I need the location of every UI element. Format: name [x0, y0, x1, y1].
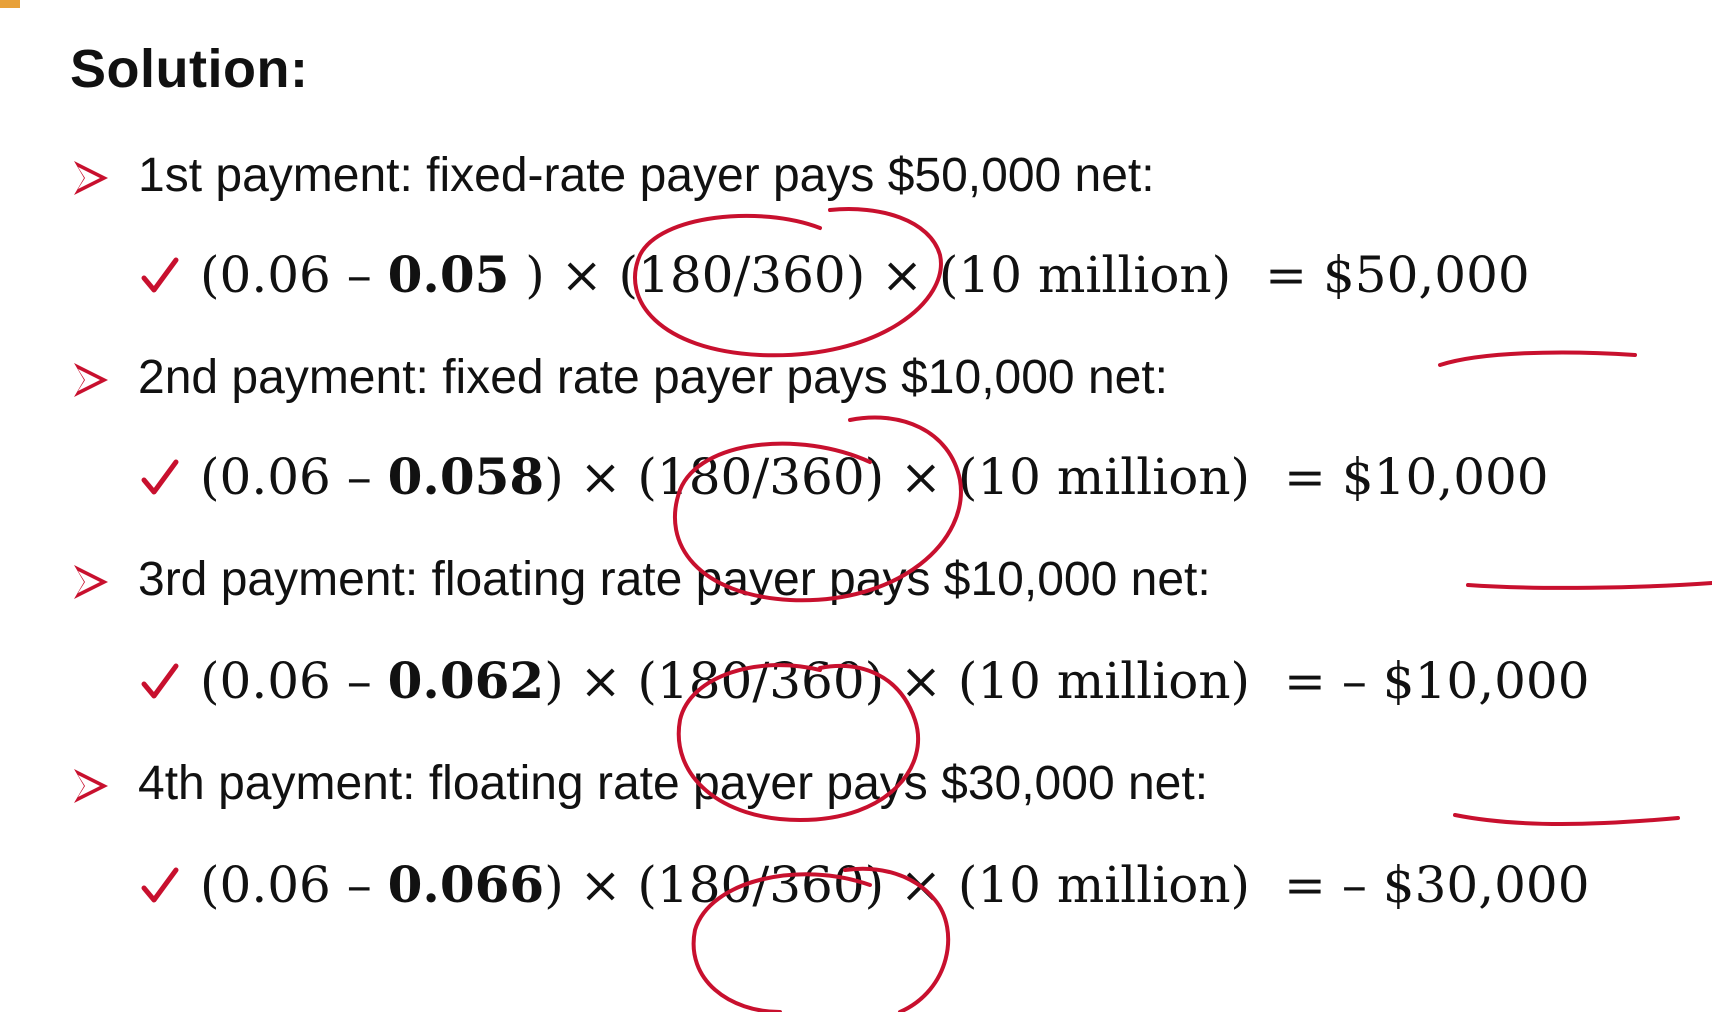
payment-2-heading: 2nd payment: fixed rate payer pays $10,0… — [138, 351, 1169, 404]
solution-title: Solution: — [70, 39, 309, 99]
formula-day-count: (180/360) — [637, 448, 885, 506]
formula-open: (0.06 – — [200, 652, 388, 710]
formula-day-count: (180/360) — [637, 652, 885, 710]
formula-result: $10,000 — [1341, 448, 1549, 506]
formula-result: – $30,000 — [1341, 856, 1590, 914]
ink-underline-3 — [1453, 813, 1680, 826]
formula-rate: 0.066 — [387, 855, 545, 914]
formula-open: (0.06 – — [200, 246, 388, 304]
check-icon — [141, 663, 179, 699]
formula-equals: = — [1284, 652, 1326, 710]
formula-equals: = — [1284, 856, 1326, 914]
formula-after-rate: ) × — [544, 856, 638, 914]
formula-equals: = — [1284, 448, 1326, 506]
arrow-bullet-icon — [74, 565, 108, 599]
payment-4-heading: 4th payment: floating rate payer pays $3… — [138, 757, 1209, 810]
formula-notional: × (10 million) — [884, 448, 1251, 506]
arrow-bullet-icon — [74, 161, 108, 195]
arrow-bullet-icon — [74, 769, 108, 803]
formula-after-rate: ) × — [544, 448, 638, 506]
formula-open: (0.06 – — [200, 856, 388, 914]
formula-rate: 0.062 — [387, 651, 545, 710]
check-icon — [141, 257, 179, 293]
payment-3-heading: 3rd payment: floating rate payer pays $1… — [138, 553, 1211, 606]
formula-notional: × (10 million) — [884, 652, 1251, 710]
formula-notional: × (10 million) — [865, 246, 1232, 304]
formula-after-rate: ) × — [544, 652, 638, 710]
formula-day-count: (180/360) — [637, 856, 885, 914]
check-icon — [141, 459, 179, 495]
payment-1-heading: 1st payment: fixed-rate payer pays $50,0… — [138, 149, 1155, 202]
arrow-bullet-icon — [74, 363, 108, 397]
formula-result: – $10,000 — [1341, 652, 1590, 710]
check-icon — [141, 867, 179, 903]
formula-day-count: (180/360) — [618, 246, 866, 304]
formula-rate: 0.058 — [387, 447, 545, 506]
slide-corner-accent — [0, 0, 20, 8]
formula-result: $50,000 — [1322, 246, 1530, 304]
formula-rate: 0.05 — [387, 245, 510, 304]
formula-notional: × (10 million) — [884, 856, 1251, 914]
formula-after-rate: ) × — [509, 246, 619, 304]
ink-underline-1 — [1438, 350, 1637, 367]
ink-underline-2 — [1466, 581, 1712, 590]
formula-open: (0.06 – — [200, 448, 388, 506]
formula-equals: = — [1265, 246, 1308, 304]
